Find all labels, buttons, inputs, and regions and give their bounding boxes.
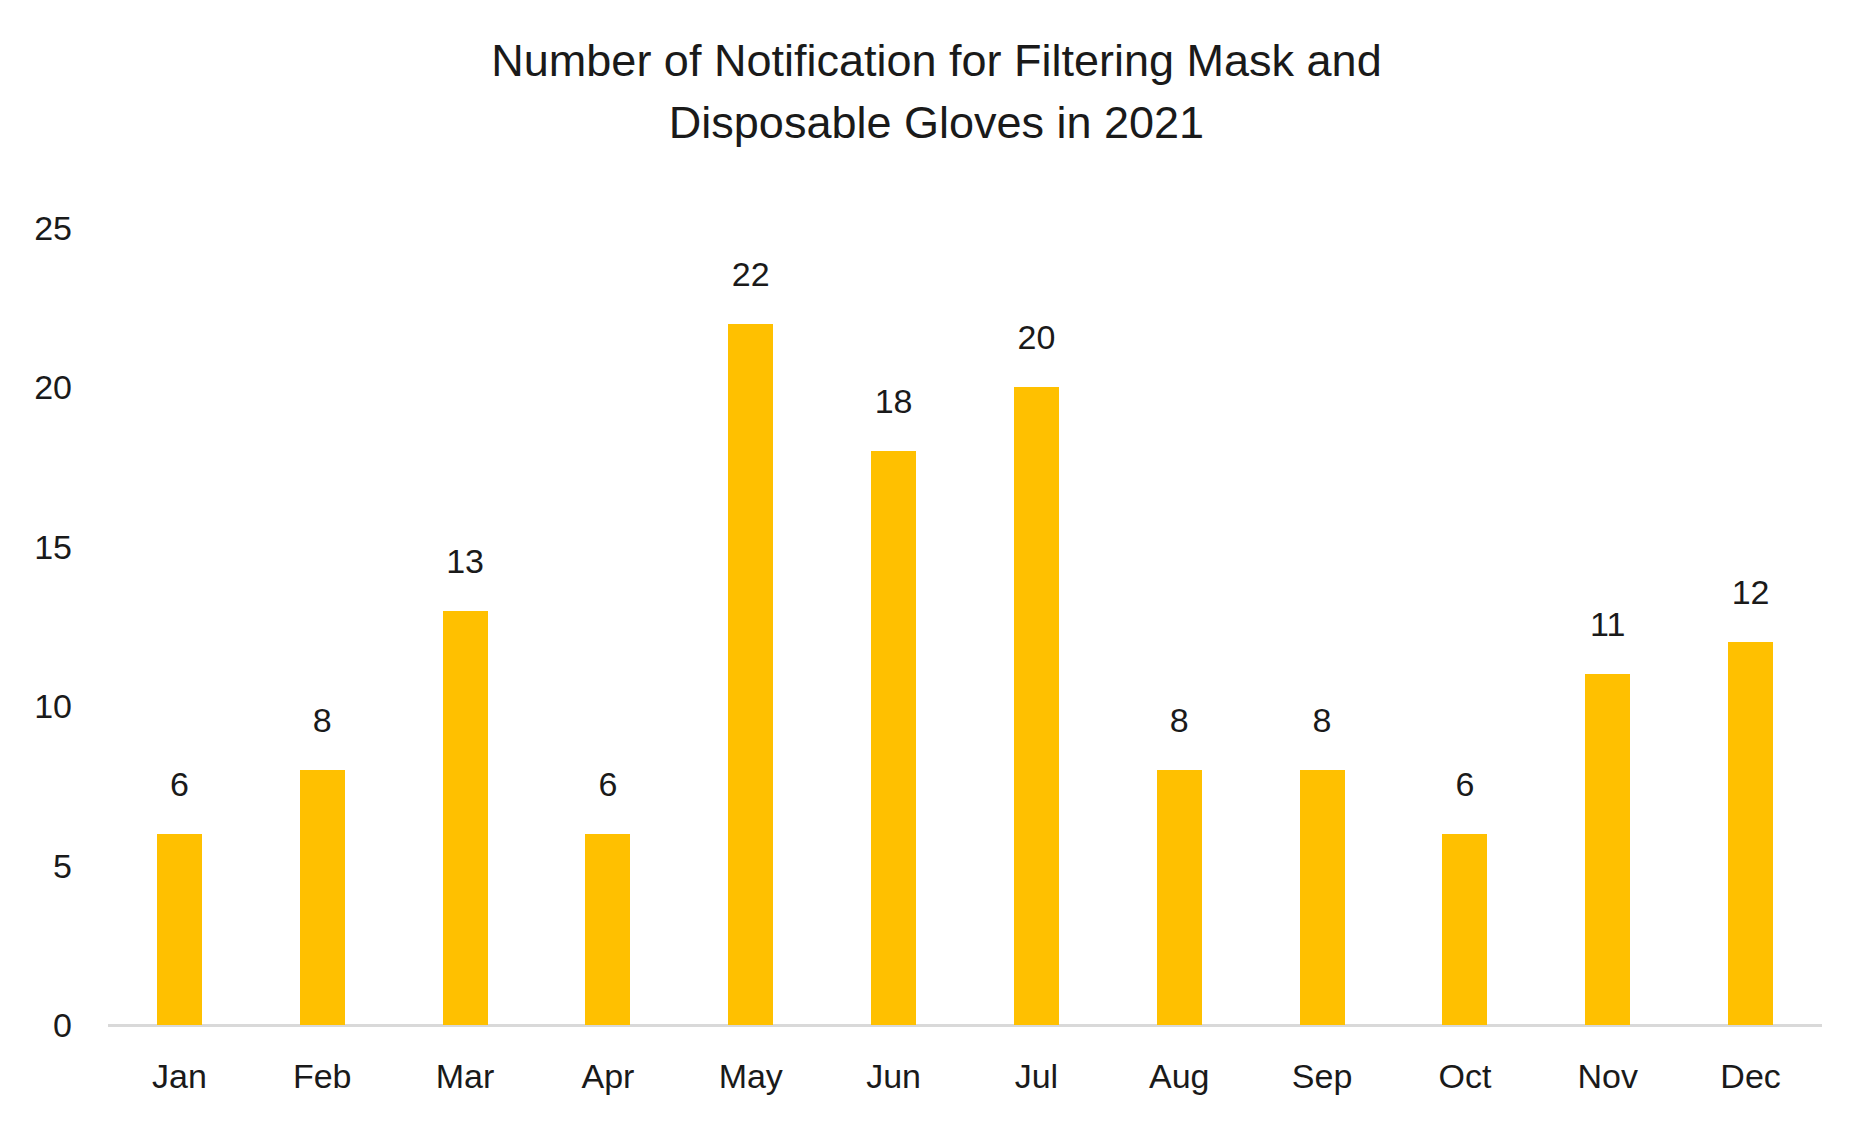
bar-dec (1728, 642, 1773, 1025)
bar-feb (300, 770, 345, 1025)
bar-jun (871, 451, 916, 1025)
x-tick-label-mar: Mar (394, 1056, 537, 1096)
y-tick-label: 20 (0, 367, 72, 407)
bar-may (728, 324, 773, 1025)
x-tick-label-may: May (679, 1056, 822, 1096)
x-tick-label-apr: Apr (537, 1056, 680, 1096)
x-tick-label-jan: Jan (108, 1056, 251, 1096)
data-label-oct: 6 (1394, 764, 1537, 804)
data-label-jun: 18 (822, 381, 965, 421)
data-label-jan: 6 (108, 764, 251, 804)
y-tick-label: 5 (0, 846, 72, 886)
bar-jan (157, 834, 202, 1025)
data-label-may: 22 (679, 254, 822, 294)
data-label-jul: 20 (965, 317, 1108, 357)
bar-sep (1300, 770, 1345, 1025)
bar-nov (1585, 674, 1630, 1025)
data-label-sep: 8 (1251, 700, 1394, 740)
y-tick-label: 0 (0, 1005, 72, 1045)
x-tick-label-aug: Aug (1108, 1056, 1251, 1096)
bar-chart: Number of Notification for Filtering Mas… (0, 0, 1873, 1132)
x-tick-label-sep: Sep (1251, 1056, 1394, 1096)
x-axis-line (108, 1024, 1822, 1027)
y-tick-label: 10 (0, 686, 72, 726)
bar-mar (443, 611, 488, 1025)
data-label-mar: 13 (394, 541, 537, 581)
x-tick-label-feb: Feb (251, 1056, 394, 1096)
x-tick-label-oct: Oct (1394, 1056, 1537, 1096)
bar-oct (1442, 834, 1487, 1025)
data-label-nov: 11 (1536, 604, 1679, 644)
y-tick-label: 25 (0, 208, 72, 248)
y-tick-label: 15 (0, 527, 72, 567)
data-label-apr: 6 (537, 764, 680, 804)
bar-aug (1157, 770, 1202, 1025)
x-tick-label-jul: Jul (965, 1056, 1108, 1096)
bar-apr (585, 834, 630, 1025)
data-label-dec: 12 (1679, 572, 1822, 612)
plot-area: 0510152025 681362218208861112 JanFebMarA… (0, 0, 1873, 1132)
x-tick-label-jun: Jun (822, 1056, 965, 1096)
data-label-aug: 8 (1108, 700, 1251, 740)
x-tick-label-dec: Dec (1679, 1056, 1822, 1096)
x-tick-label-nov: Nov (1536, 1056, 1679, 1096)
data-label-feb: 8 (251, 700, 394, 740)
bar-jul (1014, 387, 1059, 1025)
